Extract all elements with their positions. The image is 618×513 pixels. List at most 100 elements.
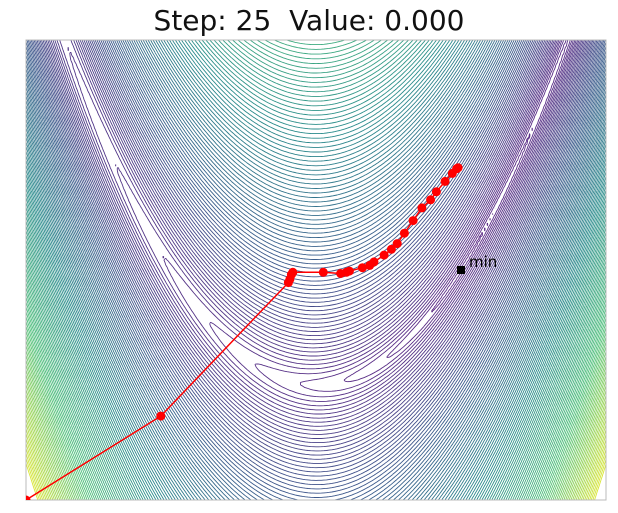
contour-level: [162, 40, 576, 407]
minimum-label: min: [469, 253, 497, 271]
contour-level: [26, 311, 606, 500]
contour-level: [26, 40, 606, 500]
contour-level: [26, 40, 606, 500]
contour-level: [26, 384, 606, 500]
contour-level: [26, 40, 606, 500]
contour-level: [26, 40, 606, 500]
contour-level: [26, 316, 606, 500]
contour-level: [26, 40, 606, 500]
contour-level: [26, 458, 606, 500]
contour-level: [26, 40, 606, 500]
contour-level: [26, 374, 606, 500]
contour-level: [26, 282, 606, 500]
contour-level: [26, 40, 606, 500]
contour-level: [30, 40, 603, 490]
contour-level: [26, 40, 606, 500]
path-point: [369, 257, 379, 267]
contour-level: [26, 40, 606, 500]
contour-level: [27, 40, 606, 498]
contour-level: [26, 40, 606, 500]
contour-level: [26, 40, 606, 500]
contour-level: [26, 40, 606, 500]
contour-level: [26, 40, 606, 500]
contour-level: [40, 40, 594, 460]
chart-title: Step: 25 Value: 0.000: [153, 4, 465, 37]
contour-level: [26, 40, 606, 500]
contour-level: [26, 448, 606, 500]
contour-level: [26, 40, 606, 500]
contour-level: [26, 321, 606, 500]
contour-level: [26, 277, 606, 500]
contour-level: [26, 40, 606, 500]
contour-level: [26, 306, 606, 500]
contour-level: [26, 40, 606, 500]
contour-level: [26, 40, 606, 500]
contour-level: [26, 350, 606, 500]
contour-level: [343, 40, 569, 383]
contour-level: [38, 40, 597, 469]
contour-level: [26, 355, 606, 500]
contour-level: [26, 40, 606, 500]
contour-level: [32, 40, 602, 486]
contour-level: [26, 428, 606, 500]
contour-level: [44, 40, 591, 452]
contour-level: [52, 40, 584, 431]
contour-level: [26, 40, 606, 500]
contour-lines: [26, 40, 606, 500]
path-point: [156, 411, 166, 421]
contour-level: [48, 40, 587, 439]
contour-level: [26, 418, 606, 500]
contour-level: [26, 369, 606, 500]
contour-level: [26, 40, 606, 500]
path-point: [431, 187, 441, 197]
contour-level: [29, 40, 605, 494]
contour-level: [26, 273, 606, 500]
path-point: [357, 263, 367, 273]
contour-level: [26, 40, 606, 500]
contour-level: [26, 413, 606, 500]
plot-frame: [25, 39, 607, 501]
contour-level: [26, 40, 606, 500]
contour-level: [56, 40, 581, 423]
minimum-marker-group: min: [457, 253, 497, 274]
contour-level: [26, 389, 606, 500]
contour-level: [299, 40, 571, 392]
contour-level: [26, 40, 606, 500]
contour-level: [36, 40, 598, 473]
contour-level: [26, 40, 606, 500]
path-point: [408, 216, 418, 226]
contour-level: [26, 443, 606, 500]
contour-level: [26, 268, 606, 500]
contour-level: [26, 408, 606, 500]
contour-level: [26, 40, 606, 500]
contour-level: [50, 40, 586, 435]
contour-level: [26, 326, 606, 500]
contour-level: [35, 40, 599, 477]
path-point: [392, 239, 402, 249]
contour-level: [26, 394, 606, 500]
contour-level: [26, 330, 606, 500]
contour-level: [26, 364, 606, 500]
contour-level: [26, 379, 606, 500]
contour-level: [39, 40, 595, 464]
contour-level: [26, 453, 606, 500]
contour-level: [26, 40, 606, 500]
contour-level: [26, 297, 606, 500]
path-point: [344, 266, 354, 276]
contour-level: [33, 40, 601, 481]
optimizer-path: [26, 163, 463, 500]
contour-level: [26, 40, 606, 500]
path-point: [379, 250, 389, 260]
path-point: [386, 244, 396, 254]
contour-level: [26, 433, 606, 500]
contour-level: [26, 345, 606, 500]
path-point: [288, 267, 298, 277]
contour-level: [26, 40, 606, 500]
contour-level: [26, 399, 606, 500]
contour-level: [26, 40, 606, 500]
minimum-marker: [457, 266, 465, 274]
contour-level: [115, 40, 577, 411]
path-point: [426, 195, 436, 205]
contour-level: [26, 40, 606, 500]
